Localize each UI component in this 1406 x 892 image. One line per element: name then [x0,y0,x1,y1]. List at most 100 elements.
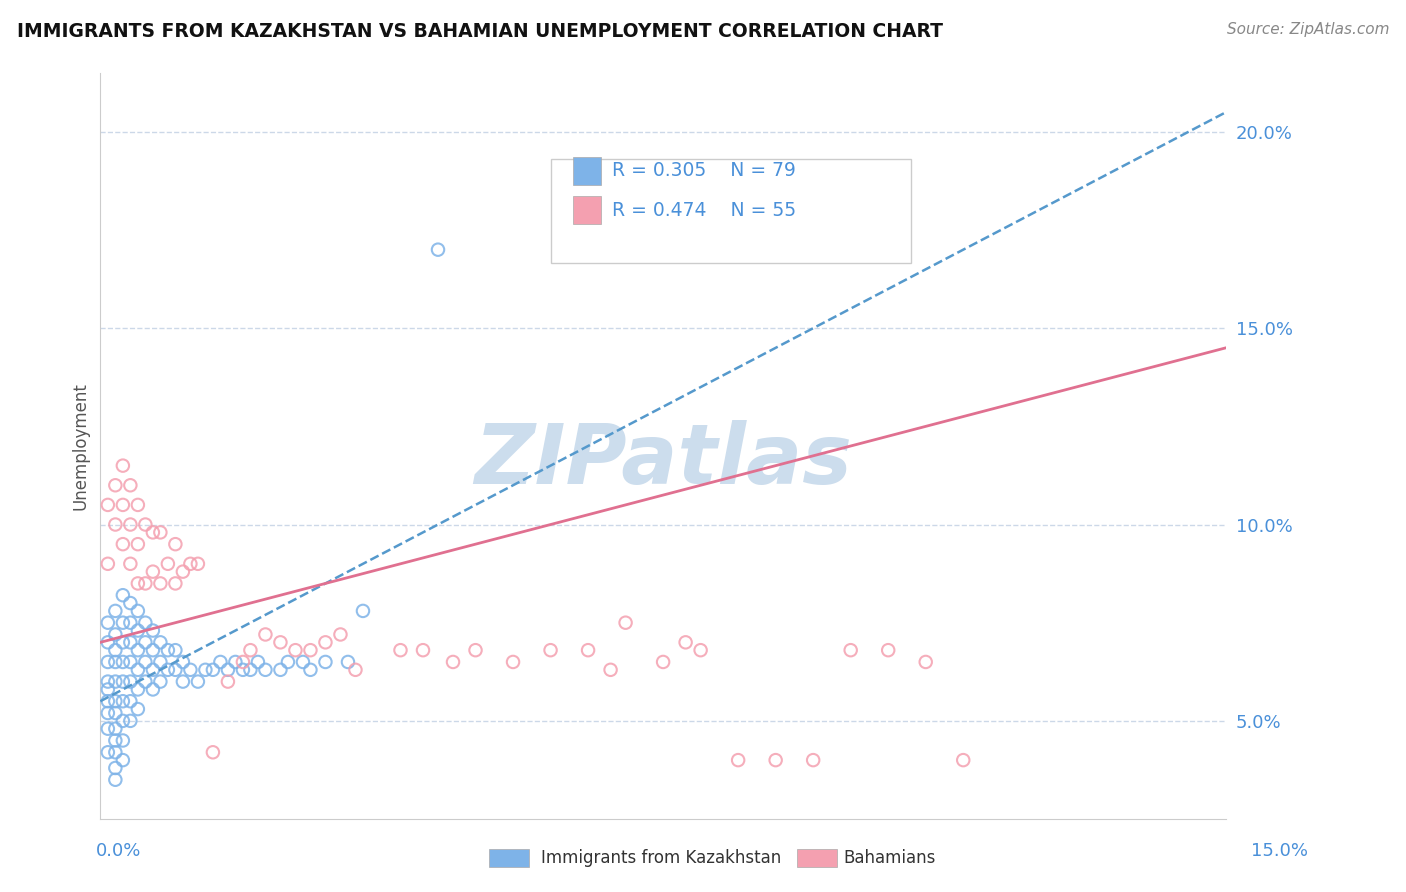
Point [299,663,322,677]
Point [104,772,127,787]
Point [97,745,120,759]
Text: Bahamians: Bahamians [844,849,936,867]
Point [172,565,194,579]
Point [104,694,127,708]
Point [127,663,149,677]
Point [111,674,134,689]
Point [201,745,224,759]
Point [104,627,127,641]
Point [172,655,194,669]
Point [299,643,322,657]
Point [111,753,134,767]
Point [599,663,621,677]
Text: R = 0.305    N = 79: R = 0.305 N = 79 [613,161,796,180]
Point [142,624,165,638]
Point [232,655,254,669]
Point [104,643,127,657]
Point [540,643,562,657]
Point [142,682,165,697]
Point [727,753,749,767]
Point [179,663,201,677]
Point [127,576,149,591]
Point [111,498,134,512]
Text: R = 0.474    N = 55: R = 0.474 N = 55 [613,202,797,220]
FancyBboxPatch shape [551,159,911,263]
Point [156,663,179,677]
Point [839,643,862,657]
Point [134,635,156,649]
Point [111,588,134,602]
Point [232,663,254,677]
Point [97,694,120,708]
Point [165,537,187,551]
Point [97,557,120,571]
Point [111,714,134,728]
Point [187,674,209,689]
Point [314,655,336,669]
Point [120,478,142,492]
Point [104,478,127,492]
Point [209,655,232,669]
Point [441,655,464,669]
Point [344,663,367,677]
Point [217,674,239,689]
Point [652,655,675,669]
Point [142,643,165,657]
Point [104,722,127,736]
Point [156,643,179,657]
Point [142,565,165,579]
Point [120,596,142,610]
Point [104,761,127,775]
Point [120,714,142,728]
Point [120,655,142,669]
Point [134,615,156,630]
Point [412,643,434,657]
Point [502,655,524,669]
Point [134,517,156,532]
Point [165,576,187,591]
Point [111,635,134,649]
Point [142,663,165,677]
FancyBboxPatch shape [574,156,602,185]
Point [801,753,824,767]
Point [120,694,142,708]
Point [120,674,142,689]
Text: ZIPatlas: ZIPatlas [474,420,852,501]
Point [104,674,127,689]
Text: 15.0%: 15.0% [1250,842,1308,860]
Point [914,655,936,669]
Point [120,517,142,532]
Point [134,655,156,669]
Point [194,663,217,677]
Point [111,458,134,473]
Point [127,624,149,638]
Text: IMMIGRANTS FROM KAZAKHSTAN VS BAHAMIAN UNEMPLOYMENT CORRELATION CHART: IMMIGRANTS FROM KAZAKHSTAN VS BAHAMIAN U… [17,22,943,41]
Text: Immigrants from Kazakhstan: Immigrants from Kazakhstan [541,849,782,867]
Point [254,663,277,677]
Point [149,674,172,689]
Point [97,706,120,720]
Point [269,663,291,677]
Point [352,604,374,618]
Point [224,655,246,669]
Point [104,745,127,759]
Point [127,604,149,618]
Point [269,635,291,649]
Point [104,655,127,669]
Point [97,655,120,669]
Point [97,615,120,630]
Point [877,643,900,657]
Point [127,702,149,716]
Point [201,663,224,677]
Point [614,615,637,630]
Point [329,627,352,641]
Point [149,655,172,669]
Point [127,537,149,551]
Point [149,635,172,649]
Point [254,627,277,641]
Point [165,663,187,677]
Point [156,557,179,571]
Point [464,643,486,657]
Point [689,643,711,657]
Point [427,243,450,257]
